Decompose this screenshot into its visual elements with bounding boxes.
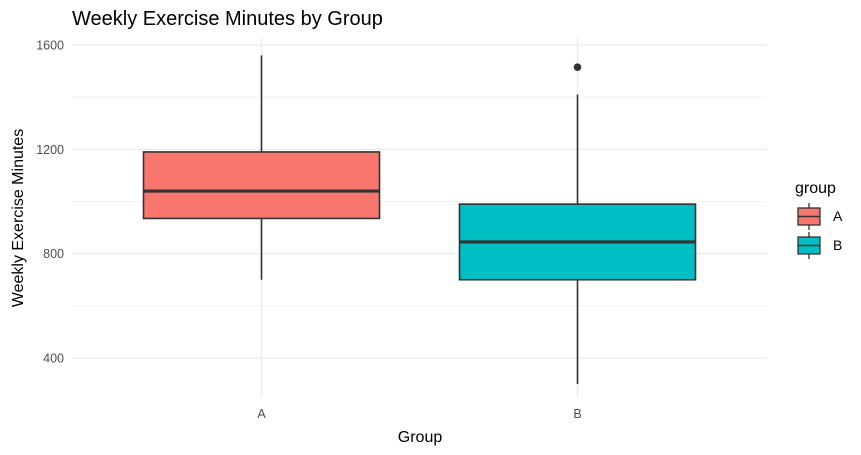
x-tick-label: A (257, 407, 266, 421)
box-series (142, 55, 697, 385)
legend-item-A: A (797, 203, 843, 230)
legend-item-B: B (797, 232, 842, 259)
box-B (458, 63, 697, 385)
y-tick-label: 1600 (36, 39, 64, 53)
chart-title: Weekly Exercise Minutes by Group (72, 8, 383, 30)
box-A (142, 55, 381, 280)
outlier-point (573, 63, 582, 71)
legend: group AB (795, 180, 843, 259)
legend-title: group (795, 180, 836, 197)
y-axis-ticks: 400 800 1200 1600 (36, 39, 64, 366)
legend-label: B (833, 237, 842, 253)
legend-label: A (833, 208, 843, 224)
y-tick-label: 1200 (36, 143, 64, 157)
x-axis-title: Group (398, 429, 443, 446)
iqr-box (142, 151, 381, 220)
y-axis-title: Weekly Exercise Minutes (10, 129, 27, 307)
y-tick-label: 800 (43, 247, 64, 261)
x-tick-label: B (573, 407, 581, 421)
y-tick-label: 400 (43, 352, 64, 366)
